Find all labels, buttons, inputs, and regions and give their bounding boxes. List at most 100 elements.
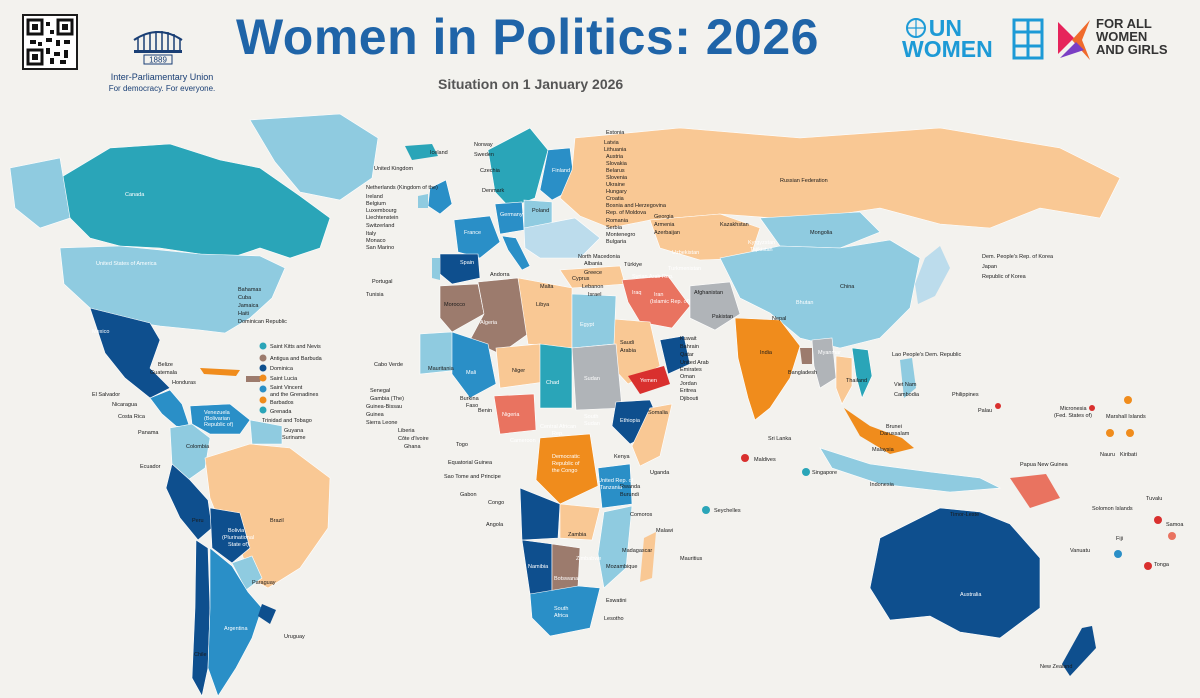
marker-marshall[interactable] — [1124, 396, 1132, 404]
label-maldives: Maldives — [754, 457, 776, 463]
country-morocco[interactable] — [439, 283, 485, 333]
marker-singapore[interactable] — [802, 468, 810, 476]
country-botswana[interactable] — [551, 543, 581, 593]
country-russia[interactable] — [559, 127, 1121, 229]
country-chad[interactable] — [539, 343, 573, 409]
for-all-line2: WOMEN — [1096, 29, 1148, 44]
label-micronesia: Micronesia — [1060, 406, 1088, 412]
for-all-line1: FOR ALL — [1096, 16, 1152, 31]
country-bangladesh[interactable] — [800, 348, 812, 364]
marker-grenada[interactable] — [259, 406, 267, 414]
marker-antigua[interactable] — [259, 354, 267, 362]
label-switzerland: Switzerland — [366, 223, 394, 229]
qr-code-icon[interactable] — [22, 14, 78, 70]
label-png: Papua New Guinea — [1020, 462, 1069, 468]
label-mongolia: Mongolia — [810, 230, 833, 236]
label-guyana: Guyana — [284, 428, 304, 434]
marker-barbados[interactable] — [259, 396, 267, 404]
country-iceland[interactable] — [405, 144, 438, 160]
country-dominican-republic[interactable] — [246, 376, 262, 382]
label-congo: Congo — [488, 500, 504, 506]
country-mongolia[interactable] — [759, 211, 881, 249]
country-nigeria[interactable] — [493, 393, 537, 435]
country-canada[interactable] — [59, 143, 331, 259]
marker-samoa[interactable] — [1168, 532, 1176, 540]
label-kuwait: Kuwait — [680, 336, 697, 342]
country-yemen[interactable] — [628, 366, 670, 394]
label-ukraine: Ukraine — [606, 182, 625, 188]
country-guyana-suriname[interactable] — [249, 419, 283, 445]
country-japan[interactable] — [915, 246, 950, 304]
label-botswana: Botswana — [554, 576, 579, 582]
marker-tuvalu[interactable] — [1154, 516, 1162, 524]
country-australia[interactable] — [869, 507, 1041, 639]
country-drc[interactable] — [535, 433, 599, 505]
country-chile[interactable] — [191, 539, 211, 697]
marker-nauru[interactable] — [1106, 429, 1114, 437]
marker-micronesia[interactable] — [1089, 405, 1095, 411]
marker-tonga[interactable] — [1144, 562, 1152, 570]
country-iran[interactable] — [621, 275, 691, 329]
country-india[interactable] — [734, 317, 801, 421]
marker-fiji[interactable] — [1114, 550, 1122, 558]
marker-maldives[interactable] — [741, 454, 749, 462]
marker-kiribati[interactable] — [1126, 429, 1134, 437]
country-philippines[interactable] — [900, 358, 916, 398]
country-afghanistan-pakistan[interactable] — [689, 281, 741, 331]
country-oman[interactable] — [659, 335, 691, 375]
country-mali[interactable] — [451, 331, 497, 399]
country-ireland[interactable] — [418, 194, 428, 208]
label-panama: Panama — [138, 430, 159, 436]
country-madagascar[interactable] — [640, 532, 656, 582]
marker-seychelles[interactable] — [702, 506, 710, 514]
marker-dominica[interactable] — [259, 364, 267, 372]
label-guinea: Guinea — [366, 412, 385, 418]
country-egypt[interactable] — [571, 293, 617, 349]
label-uzbekistan: Uzbekistan — [672, 250, 699, 256]
label-paraguay: Paraguay — [252, 580, 276, 586]
label-lebanon: Lebanon — [582, 284, 603, 290]
country-bolivia[interactable] — [209, 507, 251, 564]
label-madagascar: Madagascar — [622, 548, 652, 554]
country-new-zealand[interactable] — [1062, 626, 1096, 676]
country-france[interactable] — [453, 215, 501, 259]
country-peru[interactable] — [165, 463, 213, 541]
country-spain[interactable] — [439, 253, 481, 285]
country-portugal[interactable] — [432, 258, 440, 280]
country-somalia[interactable] — [631, 403, 673, 467]
label-belgium: Belgium — [366, 201, 386, 207]
country-tanzania[interactable] — [597, 463, 633, 509]
label-ethiopia: Ethiopia — [620, 418, 641, 424]
country-viet-nam[interactable] — [851, 347, 873, 399]
country-png[interactable] — [1010, 474, 1060, 508]
country-myanmar[interactable] — [811, 337, 837, 389]
marker-saint-lucia[interactable] — [259, 374, 267, 382]
label-bulgaria: Bulgaria — [606, 239, 627, 245]
country-norway-sweden[interactable] — [487, 127, 549, 209]
country-cuba[interactable] — [200, 368, 240, 376]
marker-saint-kitts[interactable] — [259, 342, 267, 350]
label-car: Central African — [540, 424, 576, 430]
label-canada: Canada — [125, 192, 145, 198]
country-uruguay[interactable] — [258, 604, 276, 624]
label-dominica: Dominica — [270, 366, 294, 372]
country-niger[interactable] — [495, 343, 545, 389]
country-zambia[interactable] — [559, 503, 601, 541]
country-argentina[interactable] — [207, 547, 263, 697]
country-angola[interactable] — [519, 487, 561, 541]
country-mozambique[interactable] — [597, 505, 633, 589]
country-mexico[interactable] — [89, 307, 171, 399]
country-indonesia[interactable] — [819, 447, 1002, 493]
label-greece: Greece — [584, 270, 602, 276]
label-nepal: Nepal — [772, 316, 786, 322]
country-south-africa[interactable] — [529, 585, 601, 637]
country-uk[interactable] — [427, 179, 453, 215]
label-qatar: Qatar — [680, 352, 694, 358]
country-china[interactable] — [719, 239, 921, 349]
marker-saint-vincent[interactable] — [259, 385, 267, 393]
marker-palau[interactable] — [995, 403, 1001, 409]
country-germany[interactable] — [494, 201, 525, 235]
country-thailand[interactable] — [835, 355, 853, 405]
country-italy[interactable] — [501, 235, 531, 271]
country-malaysia[interactable] — [844, 408, 914, 454]
